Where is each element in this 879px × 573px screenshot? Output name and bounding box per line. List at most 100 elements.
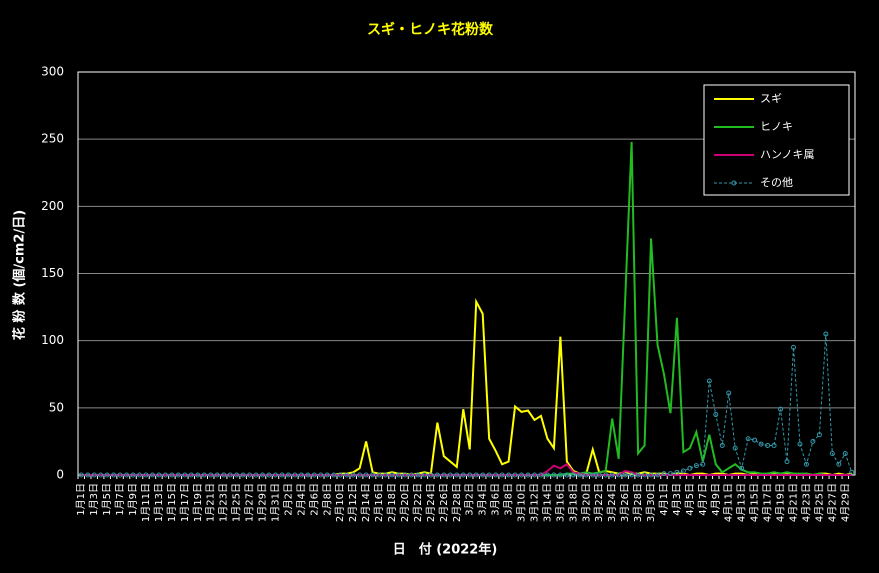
point: [98, 472, 104, 478]
point: [396, 472, 402, 478]
x-tick-label: 1月9日: [127, 483, 139, 516]
point: [544, 472, 550, 478]
point: [149, 472, 155, 478]
point: [137, 472, 143, 478]
point: [91, 472, 97, 478]
x-tick-label: 3月10日: [516, 483, 528, 522]
x-tick-label: 1月11日: [140, 483, 152, 522]
legend-label: その他: [760, 176, 793, 189]
point: [687, 465, 693, 471]
x-tick-label: 1月5日: [101, 483, 113, 516]
x-tick-label: 2月26日: [438, 483, 450, 522]
point: [389, 472, 395, 478]
point: [201, 472, 207, 478]
point: [674, 469, 680, 475]
point: [590, 472, 596, 478]
point: [745, 436, 751, 442]
point: [693, 463, 699, 469]
x-tick-label: 2月12日: [347, 483, 359, 522]
x-tick-label: 4月25日: [813, 483, 825, 522]
series-line: [81, 333, 853, 476]
y-tick-label: 100: [41, 333, 64, 347]
chart-title: スギ・ヒノキ花粉数: [367, 21, 494, 38]
point: [350, 472, 356, 478]
point: [726, 390, 732, 396]
y-axis-title: 花 粉 数 (個/cm2/日): [12, 210, 28, 340]
x-tick-label: 3月28日: [632, 483, 644, 522]
point: [564, 472, 570, 478]
point: [370, 472, 376, 478]
x-tick-label: 1月7日: [114, 483, 126, 516]
point: [752, 437, 758, 443]
point: [790, 344, 796, 350]
x-tick-label: 1月19日: [192, 483, 204, 522]
point: [648, 472, 654, 478]
point: [260, 472, 266, 478]
x-tick-label: 2月14日: [360, 483, 372, 522]
point: [195, 472, 201, 478]
point: [655, 472, 661, 478]
x-tick-label: 3月8日: [503, 483, 515, 516]
point: [765, 442, 771, 448]
point: [266, 472, 272, 478]
point: [162, 472, 168, 478]
x-tick-label: 3月26日: [619, 483, 631, 522]
point: [324, 472, 330, 478]
x-tick-label: 2月10日: [334, 483, 346, 522]
point: [823, 331, 829, 337]
point: [383, 472, 389, 478]
x-tick-label: 4月7日: [697, 483, 709, 516]
point: [778, 406, 784, 412]
point: [531, 472, 537, 478]
point: [344, 472, 350, 478]
point: [247, 472, 253, 478]
point: [629, 472, 635, 478]
x-tick-label: 1月21日: [205, 483, 217, 522]
point: [208, 472, 214, 478]
legend-marker: [731, 180, 737, 186]
x-tick-label: 3月2日: [464, 483, 476, 516]
point: [829, 451, 835, 457]
x-tick-label: 4月3日: [671, 483, 683, 516]
point: [175, 472, 181, 478]
point: [311, 472, 317, 478]
point: [318, 472, 324, 478]
x-tick-label: 1月17日: [179, 483, 191, 522]
x-tick-label: 2月2日: [282, 483, 294, 516]
point: [279, 472, 285, 478]
point: [441, 472, 447, 478]
x-tick-label: 4月29日: [839, 483, 851, 522]
x-tick-label: 1月31日: [269, 483, 281, 522]
point: [85, 472, 91, 478]
point: [622, 472, 628, 478]
point: [836, 461, 842, 467]
x-tick-label: 4月19日: [775, 483, 787, 522]
x-tick-label: 4月15日: [749, 483, 761, 522]
point: [486, 472, 492, 478]
point: [551, 472, 557, 478]
point: [609, 472, 615, 478]
point: [849, 469, 855, 475]
point: [240, 472, 246, 478]
point: [415, 472, 421, 478]
point: [616, 472, 622, 478]
point: [104, 472, 110, 478]
point: [596, 472, 602, 478]
x-tick-label: 2月22日: [412, 483, 424, 522]
point: [577, 472, 583, 478]
point: [570, 472, 576, 478]
point: [169, 472, 175, 478]
point: [402, 472, 408, 478]
x-tick-label: 2月16日: [373, 483, 385, 522]
x-tick-label: 3月20日: [580, 483, 592, 522]
legend-label: スギ: [760, 92, 782, 105]
x-tick-label: 4月23日: [800, 483, 812, 522]
point: [428, 472, 434, 478]
x-tick-label: 3月30日: [645, 483, 657, 522]
y-tick-label: 0: [56, 468, 64, 482]
x-tick-label: 3月14日: [541, 483, 553, 522]
point: [214, 472, 220, 478]
x-tick-label: 1月25日: [231, 483, 243, 522]
point: [519, 472, 525, 478]
point: [285, 472, 291, 478]
